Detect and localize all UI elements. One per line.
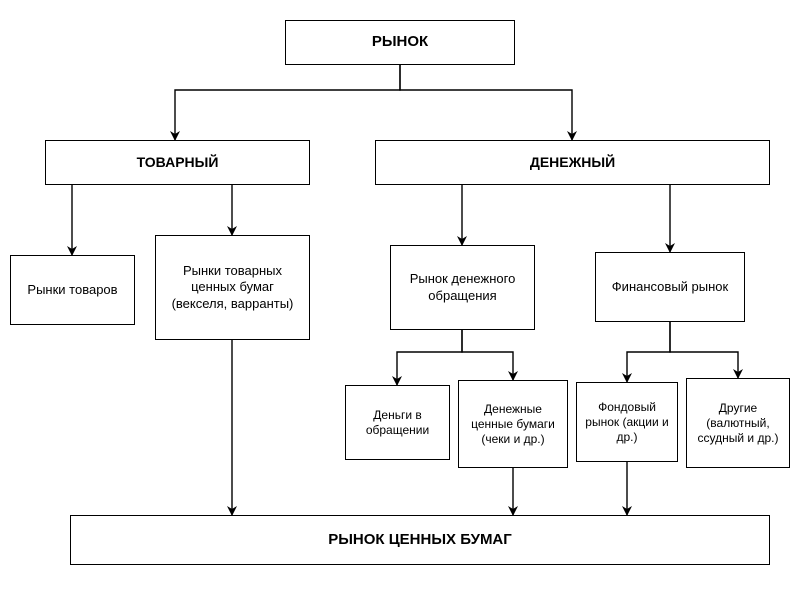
node-den-cb: Денежные ценные бумаги (чеки и др.) xyxy=(458,380,568,468)
node-label: Финансовый рынок xyxy=(612,279,728,295)
node-label: Денежные ценные бумаги (чеки и др.) xyxy=(465,402,561,447)
node-dengi: Деньги в обращении xyxy=(345,385,450,460)
node-label: Фондовый рынок (акции и др.) xyxy=(583,400,671,445)
node-rynok-denob: Рынок денежного обращения xyxy=(390,245,535,330)
edge xyxy=(627,322,670,382)
node-label: Рынок денежного обращения xyxy=(397,271,528,304)
node-label: Деньги в обращении xyxy=(352,408,443,438)
node-denezhny: ДЕНЕЖНЫЙ xyxy=(375,140,770,185)
node-root: РЫНОК xyxy=(285,20,515,65)
node-label: Рынки товаров xyxy=(27,282,117,298)
node-label: ТОВАРНЫЙ xyxy=(137,154,219,172)
edge xyxy=(670,322,738,378)
node-label: ДЕНЕЖНЫЙ xyxy=(530,154,615,172)
edge xyxy=(462,330,513,380)
node-rynki-tovarov: Рынки товаров xyxy=(10,255,135,325)
edge xyxy=(397,330,462,385)
node-rynki-tcb: Рынки товарных ценных бумаг (векселя, ва… xyxy=(155,235,310,340)
node-fond: Фондовый рынок (акции и др.) xyxy=(576,382,678,462)
node-label: РЫНОК ЦЕННЫХ БУМАГ xyxy=(328,531,512,550)
node-label: РЫНОК xyxy=(372,33,428,52)
node-label: Другие (валютный, ссудный и др.) xyxy=(693,401,783,446)
node-finrynok: Финансовый рынок xyxy=(595,252,745,322)
node-label: Рынки товарных ценных бумаг (векселя, ва… xyxy=(162,263,303,312)
edge xyxy=(175,65,400,140)
node-tovarny: ТОВАРНЫЙ xyxy=(45,140,310,185)
edge xyxy=(400,65,572,140)
node-drugie: Другие (валютный, ссудный и др.) xyxy=(686,378,790,468)
node-rcb: РЫНОК ЦЕННЫХ БУМАГ xyxy=(70,515,770,565)
